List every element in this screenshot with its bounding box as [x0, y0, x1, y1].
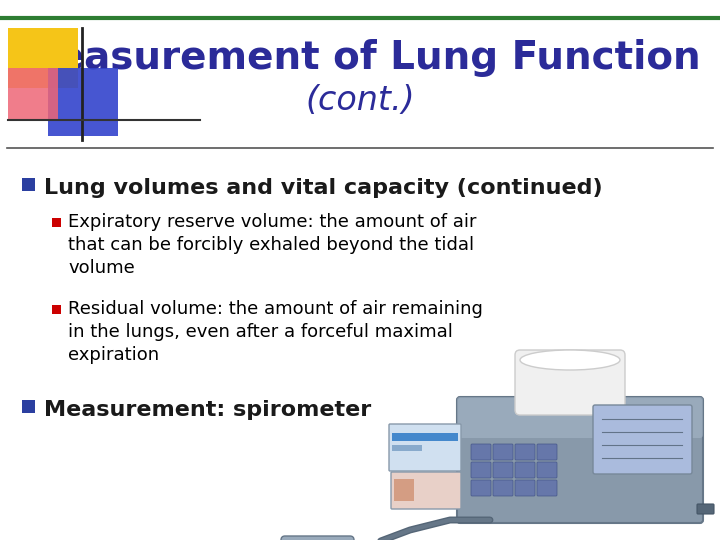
Bar: [22, 178, 35, 191]
FancyBboxPatch shape: [515, 462, 535, 478]
FancyBboxPatch shape: [493, 444, 513, 460]
Bar: [48, 68, 118, 136]
FancyBboxPatch shape: [593, 405, 692, 474]
FancyBboxPatch shape: [471, 462, 491, 478]
Text: Expiratory reserve volume: the amount of air: Expiratory reserve volume: the amount of…: [68, 213, 477, 231]
FancyBboxPatch shape: [493, 480, 513, 496]
FancyBboxPatch shape: [493, 462, 513, 478]
Bar: [52, 218, 61, 227]
FancyBboxPatch shape: [515, 350, 625, 415]
FancyBboxPatch shape: [537, 462, 557, 478]
Bar: [22, 400, 35, 413]
FancyBboxPatch shape: [457, 397, 703, 523]
Text: Measurement of Lung Function: Measurement of Lung Function: [19, 39, 701, 77]
Text: Residual volume: the amount of air remaining: Residual volume: the amount of air remai…: [68, 300, 483, 318]
Bar: [52, 305, 61, 314]
FancyBboxPatch shape: [471, 444, 491, 460]
Text: (cont.): (cont.): [305, 84, 415, 117]
FancyBboxPatch shape: [515, 480, 535, 496]
FancyBboxPatch shape: [457, 397, 703, 438]
Bar: [394, 479, 414, 501]
Bar: [392, 445, 422, 451]
Text: volume: volume: [68, 259, 135, 277]
Text: in the lungs, even after a forceful maximal: in the lungs, even after a forceful maxi…: [68, 323, 453, 341]
Bar: [8, 28, 78, 88]
Bar: [8, 68, 58, 120]
FancyBboxPatch shape: [515, 444, 535, 460]
Text: Lung volumes and vital capacity (continued): Lung volumes and vital capacity (continu…: [44, 178, 603, 198]
FancyBboxPatch shape: [281, 536, 354, 540]
Text: expiration: expiration: [68, 346, 159, 364]
FancyBboxPatch shape: [697, 504, 714, 514]
Bar: [392, 433, 458, 441]
Text: that can be forcibly exhaled beyond the tidal: that can be forcibly exhaled beyond the …: [68, 236, 474, 254]
FancyBboxPatch shape: [471, 480, 491, 496]
FancyBboxPatch shape: [537, 480, 557, 496]
Ellipse shape: [520, 350, 620, 370]
Text: Measurement: spirometer: Measurement: spirometer: [44, 400, 372, 420]
FancyBboxPatch shape: [389, 424, 461, 471]
FancyBboxPatch shape: [537, 444, 557, 460]
FancyBboxPatch shape: [391, 472, 461, 509]
